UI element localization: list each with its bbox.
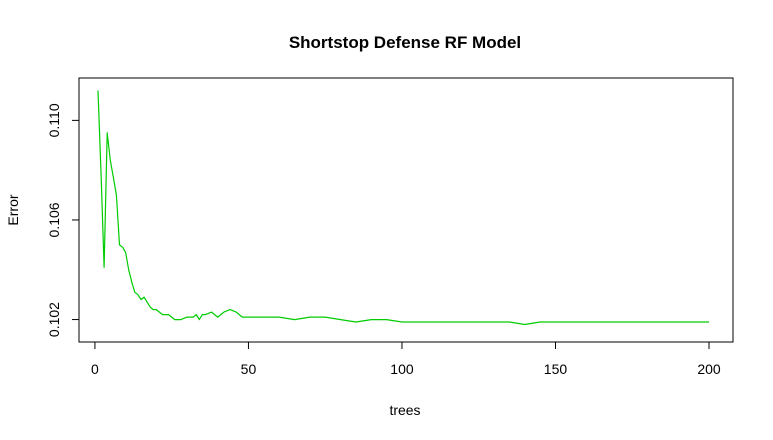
x-tick-label: 0 bbox=[91, 361, 99, 377]
y-axis: 0.102 0.106 0.110 bbox=[46, 103, 80, 337]
chart-title: Shortstop Defense RF Model bbox=[289, 33, 521, 52]
x-tick-label: 100 bbox=[390, 361, 414, 377]
x-tick-label: 200 bbox=[697, 361, 721, 377]
y-tick-label: 0.110 bbox=[46, 103, 62, 137]
plot-box bbox=[78, 77, 734, 343]
y-axis-label: Error bbox=[5, 194, 21, 225]
error-series-line bbox=[97, 90, 709, 326]
x-tick-label: 150 bbox=[544, 361, 568, 377]
y-tick-label: 0.106 bbox=[46, 202, 62, 237]
x-axis: 0 50 100 150 200 bbox=[91, 341, 721, 377]
x-tick-label: 50 bbox=[241, 361, 257, 377]
y-tick-label: 0.102 bbox=[46, 302, 62, 337]
x-axis-label: trees bbox=[389, 402, 420, 418]
series-layer bbox=[97, 90, 709, 326]
